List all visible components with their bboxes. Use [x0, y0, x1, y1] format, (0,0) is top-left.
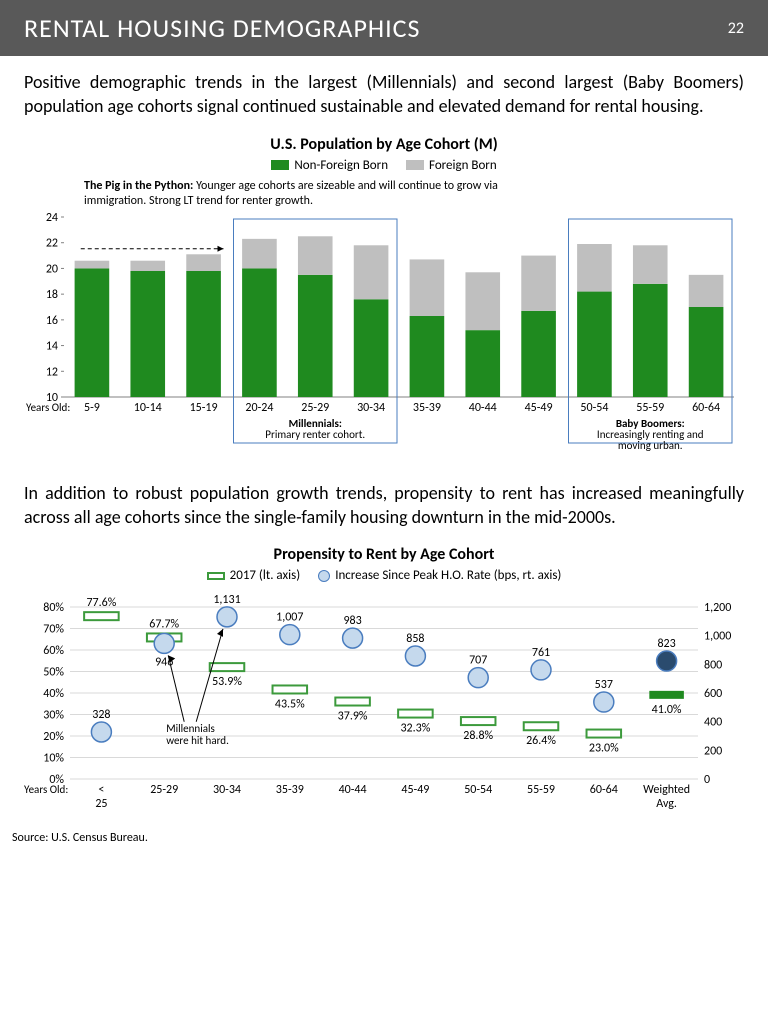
svg-text:5-9: 5-9	[84, 401, 100, 415]
svg-text:14: 14	[46, 339, 58, 353]
svg-text:15-19: 15-19	[190, 401, 218, 415]
svg-text:328: 328	[92, 708, 110, 722]
svg-text:30-34: 30-34	[213, 783, 241, 797]
svg-text:55-59: 55-59	[636, 401, 664, 415]
svg-text:983: 983	[343, 614, 361, 628]
legend-label: 2017 (lt. axis)	[230, 568, 301, 583]
source-citation: Source: U.S. Census Bureau.	[0, 827, 768, 855]
svg-text:40%: 40%	[43, 687, 64, 701]
svg-text:45-49: 45-49	[525, 401, 553, 415]
chart2-legend: 2017 (lt. axis) Increase Since Peak H.O.…	[24, 568, 744, 583]
legend-label: Increase Since Peak H.O. Rate (bps, rt. …	[335, 568, 561, 583]
swatch-non-foreign	[271, 160, 289, 170]
annotation-bold: The Pig in the Python:	[84, 179, 193, 193]
svg-text:858: 858	[406, 632, 424, 646]
svg-text:24: 24	[46, 211, 58, 225]
intro-paragraph-2: In addition to robust population growth …	[24, 481, 744, 530]
svg-text:25-29: 25-29	[150, 783, 178, 797]
svg-text:25: 25	[95, 797, 107, 811]
svg-text:Years Old:: Years Old:	[24, 783, 68, 796]
svg-text:20%: 20%	[43, 730, 64, 744]
svg-text:50-54: 50-54	[464, 783, 492, 797]
svg-text:761: 761	[532, 646, 550, 660]
svg-text:1,007: 1,007	[276, 611, 303, 625]
chart2-svg: 0%10%20%30%40%50%60%70%80%02004006008001…	[24, 589, 744, 819]
svg-text:1,131: 1,131	[213, 593, 240, 607]
svg-text:40-44: 40-44	[469, 401, 497, 415]
legend-item-bps: Increase Since Peak H.O. Rate (bps, rt. …	[318, 568, 561, 583]
svg-text:20-24: 20-24	[245, 401, 273, 415]
legend-item-foreign: Foreign Born	[406, 158, 497, 173]
svg-text:were hit hard.: were hit hard.	[166, 734, 229, 747]
svg-text:18: 18	[46, 288, 58, 302]
svg-text:32.3%: 32.3%	[400, 722, 430, 736]
python-annotation: The Pig in the Python: Younger age cohor…	[84, 179, 534, 209]
page-number: 22	[728, 19, 744, 38]
swatch-foreign	[406, 160, 424, 170]
svg-text:26.4%: 26.4%	[526, 734, 556, 748]
svg-text:1,000: 1,000	[704, 630, 731, 644]
page-title: RENTAL HOUSING DEMOGRAPHICS	[24, 12, 420, 44]
svg-text:60%: 60%	[43, 644, 64, 658]
svg-text:28.8%: 28.8%	[463, 729, 493, 743]
content-area: Positive demographic trends in the large…	[0, 56, 768, 827]
chart1-title: U.S. Population by Age Cohort (M)	[24, 135, 744, 154]
marker-bps	[318, 570, 330, 582]
legend-label: Non-Foreign Born	[294, 158, 388, 173]
svg-text:10-14: 10-14	[134, 401, 162, 415]
svg-text:moving urban.: moving urban.	[618, 439, 683, 451]
svg-text:600: 600	[704, 687, 722, 701]
svg-text:707: 707	[469, 654, 487, 668]
svg-text:50%: 50%	[43, 666, 64, 680]
svg-text:55-59: 55-59	[527, 783, 555, 797]
svg-text:60-64: 60-64	[590, 783, 618, 797]
svg-text:80%: 80%	[43, 601, 64, 615]
svg-text:20: 20	[46, 262, 58, 276]
svg-text:30-34: 30-34	[357, 401, 385, 415]
svg-text:Years Old:: Years Old:	[26, 401, 70, 414]
chart2-title: Propensity to Rent by Age Cohort	[24, 545, 744, 564]
svg-text:1,200: 1,200	[704, 601, 731, 615]
svg-text:Primary renter cohort.: Primary renter cohort.	[265, 428, 365, 441]
svg-text:0: 0	[704, 773, 710, 787]
svg-text:45-49: 45-49	[401, 783, 429, 797]
svg-text:40-44: 40-44	[339, 783, 367, 797]
svg-text:25-29: 25-29	[301, 401, 329, 415]
svg-text:67.7%: 67.7%	[149, 618, 179, 632]
chart1-svg: 10121416182022245-910-1415-1920-2425-293…	[24, 211, 744, 451]
svg-text:70%: 70%	[43, 623, 64, 637]
svg-text:60-64: 60-64	[692, 401, 720, 415]
legend-item-2017: 2017 (lt. axis)	[207, 568, 301, 583]
legend-label: Foreign Born	[429, 158, 497, 173]
svg-text:200: 200	[704, 745, 722, 759]
svg-text:Avg.: Avg.	[656, 797, 677, 811]
svg-text:537: 537	[595, 678, 613, 692]
svg-text:823: 823	[657, 637, 675, 651]
svg-text:400: 400	[704, 716, 722, 730]
svg-text:Weighted: Weighted	[643, 783, 690, 797]
svg-text:41.0%: 41.0%	[652, 703, 682, 717]
svg-text:<: <	[98, 783, 104, 797]
svg-text:23.0%: 23.0%	[589, 742, 619, 756]
svg-text:30%: 30%	[43, 709, 64, 723]
svg-text:800: 800	[704, 659, 722, 673]
svg-text:10%: 10%	[43, 752, 64, 766]
page-header: RENTAL HOUSING DEMOGRAPHICS 22	[0, 0, 768, 56]
svg-text:37.9%: 37.9%	[338, 710, 368, 724]
svg-text:35-39: 35-39	[413, 401, 441, 415]
svg-text:50-54: 50-54	[580, 401, 608, 415]
svg-text:16: 16	[46, 313, 58, 327]
svg-text:12: 12	[46, 365, 58, 379]
intro-paragraph-1: Positive demographic trends in the large…	[24, 70, 744, 119]
swatch-2017	[207, 572, 225, 580]
svg-text:35-39: 35-39	[276, 783, 304, 797]
svg-text:43.5%: 43.5%	[275, 698, 305, 712]
svg-text:77.6%: 77.6%	[86, 596, 116, 610]
legend-item-non-foreign: Non-Foreign Born	[271, 158, 388, 173]
chart1-legend: Non-Foreign Born Foreign Born	[24, 158, 744, 173]
svg-text:22: 22	[46, 236, 58, 250]
svg-text:53.9%: 53.9%	[212, 675, 242, 689]
